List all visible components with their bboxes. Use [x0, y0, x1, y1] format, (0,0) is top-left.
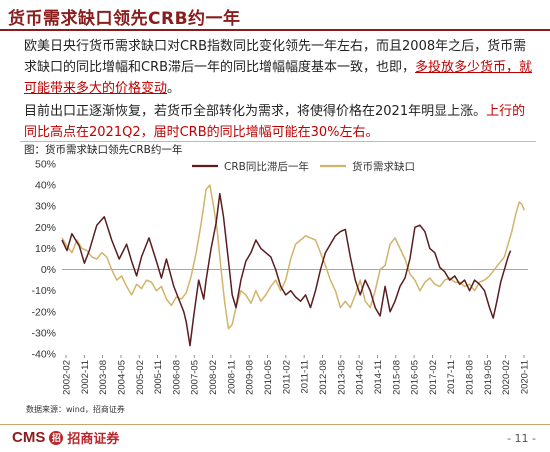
x-tick-label: 2003-08: [98, 360, 109, 395]
chart-title: 图：货币需求缺口领先CRB约一年: [24, 144, 183, 156]
paragraph-2-highlight: 上行的同比高点在2021Q2，届时CRB的同比增幅可能在30%左右。: [24, 104, 526, 140]
logo-mark-icon: 招: [49, 430, 64, 445]
data-source: 数据来源：wind，招商证券: [26, 405, 125, 414]
x-tick-label: 2017-11: [446, 360, 457, 394]
x-tick-label: 2002-02: [62, 360, 73, 395]
x-tick-label: 2014-02: [355, 360, 366, 395]
y-tick-label: -40%: [31, 349, 56, 361]
x-tick-label: 2005-11: [153, 360, 164, 394]
x-tick-label: 2008-02: [208, 360, 219, 395]
x-tick-label: 2020-11: [520, 360, 531, 394]
paragraph-1-end: 。: [167, 81, 181, 96]
page-number: - 11 -: [507, 432, 536, 445]
paragraph-1-highlight: 多投放多少货币，就可能带来多大的价格变动: [24, 60, 533, 96]
x-tick-label: 2014-11: [373, 360, 384, 394]
x-tick-label: 2008-11: [226, 360, 237, 394]
x-tick-label: 2017-02: [428, 360, 439, 395]
y-tick-label: -10%: [31, 285, 56, 297]
x-tick-label: 2019-05: [483, 360, 494, 395]
summary-box: 欧美日央行货币需求缺口对CRB指数同比变化领先一年左右，而且2008年之后，货币…: [24, 36, 536, 140]
x-tick-label: 2016-05: [410, 360, 421, 395]
x-tick-label: 2007-05: [190, 360, 201, 395]
legend-label: CRB同比滞后一年: [224, 160, 309, 173]
x-tick-label: 2011-11: [300, 360, 311, 393]
x-tick-label: 2018-08: [465, 360, 476, 395]
legend-label: 货币需求缺口: [352, 160, 415, 173]
y-tick-label: 0%: [41, 264, 56, 276]
y-tick-label: 10%: [35, 243, 56, 255]
x-tick-label: 2011-02: [281, 360, 292, 394]
series-line-money-gap: [61, 184, 525, 330]
footer-divider: [0, 424, 550, 425]
y-tick-label: 50%: [35, 159, 56, 171]
paragraph-1-text: 欧美日央行货币需求缺口对CRB指数同比变化领先一年左右，而且2008年之后，货币…: [24, 39, 527, 75]
x-tick-label: 2020-02: [501, 360, 512, 395]
x-tick-label: 2005-02: [135, 360, 146, 395]
paragraph-2: 目前出口正逐渐恢复，若货币全部转化为需求，将使得价格在2021年明显上涨。上行的…: [24, 101, 536, 143]
series-line-crb: [61, 192, 512, 347]
x-tick-label: 2015-08: [391, 360, 402, 395]
logo-text: CMS: [12, 429, 46, 446]
y-tick-label: -30%: [31, 327, 56, 339]
chart-frame: [20, 141, 536, 402]
y-tick-label: 30%: [35, 201, 56, 213]
paragraph-2-text: 目前出口正逐渐恢复，若货币全部转化为需求，将使得价格在2021年明显上涨。: [24, 104, 487, 119]
x-tick-label: 2002-11: [80, 360, 91, 394]
y-tick-label: -20%: [31, 306, 56, 318]
brand-logo: CMS 招 招商证券: [12, 428, 119, 447]
y-tick-label: 20%: [35, 222, 56, 234]
title-divider: [0, 29, 550, 31]
x-tick-label: 2013-05: [336, 360, 347, 395]
paragraph-1: 欧美日央行货币需求缺口对CRB指数同比变化领先一年左右，而且2008年之后，货币…: [24, 36, 536, 99]
y-tick-label: 40%: [35, 180, 56, 192]
x-tick-label: 2012-08: [318, 360, 329, 395]
x-tick-label: 2010-05: [263, 360, 274, 395]
x-tick-label: 2004-05: [116, 360, 127, 395]
slide-title: 货币需求缺口领先CRB约一年: [8, 9, 241, 29]
x-tick-label: 2006-08: [171, 360, 182, 395]
logo-chinese-name: 招商证券: [67, 432, 120, 447]
x-tick-label: 2009-08: [245, 360, 256, 395]
